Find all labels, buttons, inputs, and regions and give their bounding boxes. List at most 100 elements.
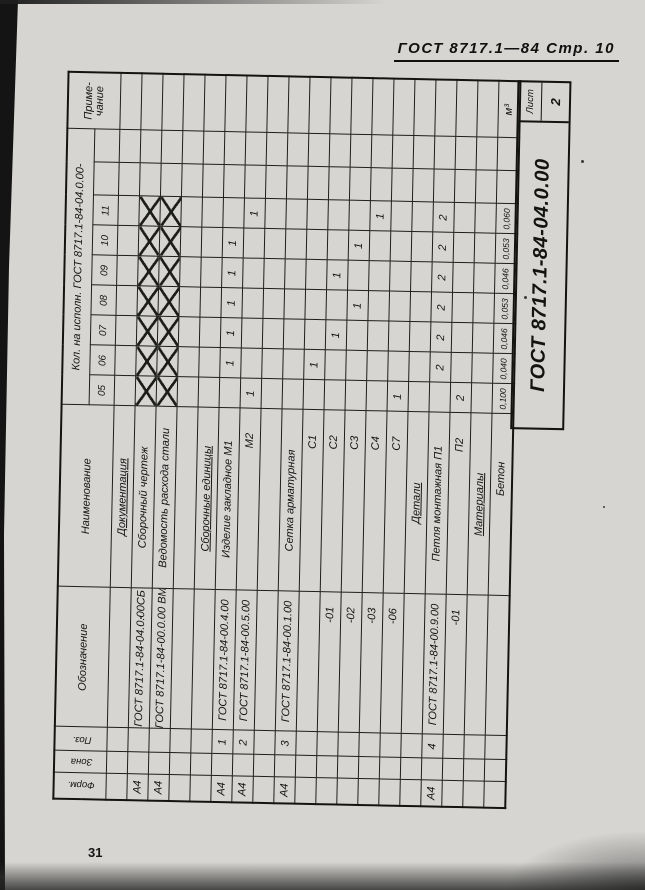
cell-qty-11: [453, 202, 476, 234]
cell-zone: [148, 752, 170, 776]
scan-speck: [524, 296, 527, 299]
cell-designation: [107, 587, 132, 729]
cell-pos: [148, 728, 171, 754]
cell-qty-05: [135, 376, 157, 407]
cell-qty-07: [178, 317, 200, 348]
cell-qty-10: [201, 227, 223, 259]
cell-format: А4: [126, 774, 149, 801]
cell-zone: [337, 756, 359, 779]
cell-qty-extra-2: [287, 133, 309, 167]
cell-qty-06: [198, 347, 221, 378]
cell-qty-07: [115, 315, 137, 347]
header-execution-06: 06: [89, 345, 116, 376]
cell-qty-10: [369, 231, 391, 262]
cell-qty-07: [241, 318, 263, 349]
cell-qty-05: [156, 376, 178, 408]
cell-qty-09: 2: [431, 262, 454, 293]
cell-qty-extra-2: [245, 132, 267, 166]
cell-qty-extra-2: [413, 135, 435, 170]
cell-pos: [337, 732, 360, 757]
cell-note: [476, 80, 499, 138]
cell-qty-extra-1: [349, 167, 372, 202]
cell-qty-05: [345, 380, 367, 412]
cell-qty-05: [366, 381, 388, 412]
cell-zone: [127, 752, 149, 775]
cell-qty-06: [135, 346, 158, 377]
cell-qty-extra-2: [224, 131, 246, 166]
cell-designation: [464, 595, 489, 736]
cell-qty-08: [241, 288, 264, 319]
cell-qty-10: [264, 228, 286, 260]
cell-designation: -03: [359, 593, 384, 734]
cell-designation: [401, 593, 426, 735]
cell-qty-extra-1: [181, 164, 204, 198]
page-header: ГОСТ 8717.1—84 Стр. 10: [393, 40, 619, 62]
cell-qty-10: 1: [222, 228, 244, 259]
cell-qty-extra-1: [391, 168, 414, 202]
header-execution-05: 05: [89, 375, 115, 406]
cell-qty-extra-1: [370, 168, 393, 202]
cell-qty-07: [388, 321, 410, 352]
cell-note: [308, 76, 331, 135]
cell-format: [378, 779, 401, 806]
cell-zone: [400, 757, 422, 781]
header-execution-10: 10: [92, 225, 118, 256]
stamp-sheet-block: Лист 2: [518, 82, 570, 124]
specification-table: Форм. Зона Поз. Обозначение Наименование…: [52, 70, 522, 810]
cell-qty-06: [114, 345, 137, 377]
cell-qty-09: [410, 261, 433, 293]
cell-designation: ГОСТ 8717.1-84-00.0.00 ВМС: [149, 588, 174, 730]
header-note: Приме- чание: [67, 71, 122, 130]
cell-note: [329, 77, 352, 135]
cell-zone: [169, 753, 191, 776]
cell-designation: -01: [443, 594, 468, 736]
cell-qty-09: [368, 261, 391, 292]
header-note-line2: чание: [93, 85, 106, 117]
cell-qty-10: [138, 226, 160, 257]
cell-qty-08: 2: [430, 292, 453, 323]
cell-qty-10: 1: [348, 230, 370, 262]
cell-designation: [191, 589, 216, 730]
cell-qty-08: [283, 289, 306, 320]
scan-edge-corner: [505, 830, 645, 890]
cell-zone: [379, 757, 401, 780]
cell-qty-09: 1: [326, 260, 349, 291]
cell-pos: [484, 735, 507, 761]
cell-format: [168, 775, 191, 802]
cell-qty-08: 1: [346, 290, 369, 322]
cell-qty-extra-2: [119, 129, 141, 164]
cell-qty-11: [138, 196, 161, 227]
cell-qty-extra-2: [329, 134, 351, 168]
cell-qty-08: [262, 288, 285, 320]
cell-designation: ГОСТ 8717.1-84-04.0.00СБ: [128, 588, 153, 729]
cell-qty-06: [240, 348, 263, 379]
cell-qty-extra-2: [161, 130, 183, 165]
cell-format: [315, 778, 338, 805]
cell-zone: [253, 754, 275, 778]
cell-qty-08: [325, 290, 348, 321]
cell-qty-11: [180, 197, 203, 228]
cell-pos: 2: [232, 730, 255, 755]
cell-zone: [211, 753, 233, 777]
cell-format: [357, 778, 380, 806]
header-execution-08: 08: [90, 285, 117, 316]
cell-zone: [232, 754, 254, 777]
header-execution-blank: [93, 162, 120, 196]
cell-qty-07: [199, 317, 221, 348]
cell-designation: -02: [338, 592, 363, 733]
cell-qty-extra-1: [475, 170, 498, 204]
cell-format: А4: [231, 776, 254, 803]
cell-qty-extra-2: [350, 134, 372, 169]
cell-pos: [295, 731, 318, 757]
header-execution-09: 09: [91, 255, 118, 286]
cell-qty-09: [116, 255, 139, 287]
cell-qty-08: [388, 291, 411, 322]
cell-designation: [254, 590, 279, 732]
cell-qty-09: [263, 258, 286, 290]
cell-qty-extra-1: [139, 163, 162, 197]
cell-format: А4: [420, 780, 443, 807]
cell-qty-11: [264, 198, 287, 230]
cell-format: [399, 779, 422, 807]
cell-qty-extra-2: [392, 135, 414, 169]
cell-qty-08: [304, 289, 327, 321]
